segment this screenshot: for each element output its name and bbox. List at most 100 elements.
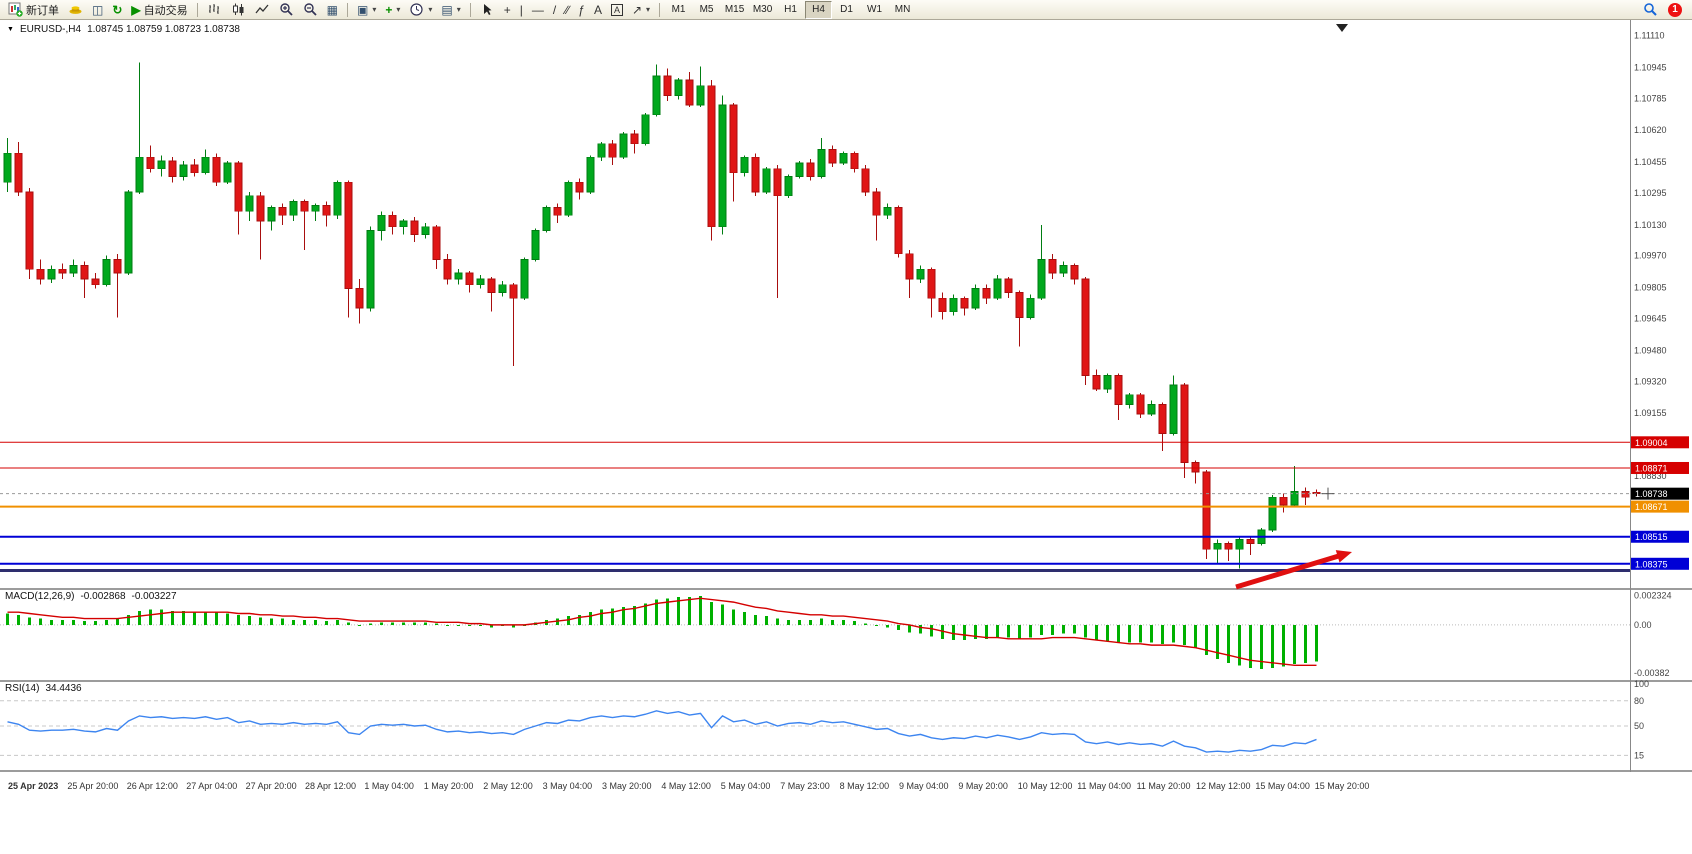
cursor-icon [483, 4, 492, 15]
clock-icon [410, 3, 423, 16]
macd-indicator-label: MACD(12,26,9) -0.002868 -0.003227 [5, 591, 177, 602]
candlestick-mode-button[interactable] [227, 1, 250, 19]
chart-symbol-label: ▼ EURUSD-,H4 1.08745 1.08759 1.08723 1.0… [7, 24, 240, 35]
price-axis-label: 1.10295 [1634, 188, 1667, 198]
tile-windows-button[interactable]: ▦ [323, 1, 342, 19]
time-axis-label: 3 May 04:00 [543, 781, 593, 791]
time-axis-label: 2 May 12:00 [483, 781, 533, 791]
time-axis-label: 15 May 20:00 [1315, 781, 1370, 791]
time-axis-label: 9 May 04:00 [899, 781, 949, 791]
timeframe-m1-button[interactable]: M1 [665, 1, 692, 19]
cursor-tool-button[interactable] [476, 1, 499, 19]
new-order-label: 新订单 [26, 4, 59, 17]
text-label-icon: A [610, 3, 623, 16]
horizontal-line-tool-button[interactable]: — [528, 1, 548, 19]
trend-arrow[interactable] [1235, 550, 1352, 590]
macd-axis-label: 0.002324 [1634, 590, 1672, 600]
periods-button[interactable]: ▾ [405, 1, 436, 19]
vertical-line-tool-button[interactable]: | [516, 1, 527, 19]
price-badge-label: 1.08671 [1635, 502, 1668, 512]
time-axis-label: 12 May 12:00 [1196, 781, 1251, 791]
chevron-down-icon[interactable]: ▾ [456, 5, 461, 14]
macd-axis-label: -0.00382 [1634, 668, 1670, 678]
indicator-plus-icon: + [385, 2, 393, 17]
hat-icon [69, 6, 82, 14]
time-axis-label: 27 Apr 20:00 [246, 781, 297, 791]
toolbar-separator [659, 2, 661, 17]
crosshair-icon: + [503, 2, 511, 17]
line-chart-mode-button[interactable] [251, 1, 274, 19]
timeframe-mn-button[interactable]: MN [889, 1, 916, 19]
arrange-windows-button[interactable]: ▣ ▾ [353, 1, 380, 19]
zoom-in-icon [279, 3, 293, 16]
price-axis-label: 1.09480 [1634, 345, 1667, 355]
price-badge-label: 1.08871 [1635, 463, 1668, 473]
cascade-windows-icon: ▣ [356, 2, 369, 17]
chart-windows-button[interactable]: ◫ [88, 1, 107, 19]
price-axis-label: 1.08830 [1634, 471, 1667, 481]
trendline-icon: / [552, 2, 557, 17]
chevron-down-icon[interactable]: ▾ [428, 5, 433, 14]
zoom-out-button[interactable] [299, 1, 322, 19]
panel-separator[interactable] [0, 770, 1692, 772]
timeframe-d1-button[interactable]: D1 [833, 1, 860, 19]
fibonacci-tool-button[interactable]: ƒ [574, 1, 589, 19]
trendline-tool-button[interactable]: / [549, 1, 560, 19]
chevron-down-icon[interactable]: ▾ [372, 5, 377, 14]
time-axis-label: 4 May 12:00 [661, 781, 711, 791]
arrows-tool-button[interactable]: ↗ ▾ [628, 1, 654, 19]
text-tool-button[interactable]: A [590, 1, 606, 19]
search-button[interactable] [1639, 1, 1662, 19]
expert-advisor-button[interactable] [64, 1, 87, 19]
time-axis-label: 26 Apr 12:00 [127, 781, 178, 791]
rsi-line [7, 710, 1317, 753]
indicators-button[interactable]: + ▾ [381, 1, 404, 19]
price-axis-label: 1.10785 [1634, 93, 1667, 103]
new-order-button[interactable]: 新订单 [4, 1, 63, 19]
autotrading-button[interactable]: ▶ 自动交易 [127, 1, 191, 19]
notification-badge[interactable]: 1 [1668, 2, 1682, 17]
timeframe-w1-button[interactable]: W1 [861, 1, 888, 19]
timeframe-m15-button[interactable]: M15 [721, 1, 748, 19]
templates-button[interactable]: ▤ ▾ [437, 1, 464, 19]
price-axis-label: 1.09805 [1634, 283, 1667, 293]
price-axis-label: 1.09645 [1634, 313, 1667, 323]
channel-tool-button[interactable]: ∕∕ [561, 1, 573, 19]
text-label-tool-button[interactable]: A [607, 1, 627, 19]
price-badge [1631, 530, 1689, 543]
template-icon: ▤ [441, 2, 453, 17]
price-axis[interactable] [1630, 20, 1692, 772]
chevron-down-icon[interactable]: ▾ [646, 5, 651, 14]
time-axis-label: 15 May 04:00 [1255, 781, 1310, 791]
refresh-icon: ↻ [112, 2, 123, 17]
price-badge [1631, 461, 1689, 474]
zoom-out-icon [303, 3, 317, 16]
time-axis-label: 7 May 23:00 [780, 781, 830, 791]
tile-windows-icon: ▦ [326, 2, 338, 17]
time-axis-label: 9 May 20:00 [958, 781, 1008, 791]
chart-shift-marker[interactable] [1336, 24, 1348, 32]
bar-chart-mode-button[interactable] [203, 1, 226, 19]
price-badge [1631, 557, 1689, 570]
panel-separator[interactable] [0, 588, 1692, 590]
line-chart-icon [255, 4, 269, 14]
price-axis-label: 1.10945 [1634, 62, 1667, 72]
refresh-button[interactable]: ↻ [108, 1, 126, 19]
symbol-dropdown-icon[interactable]: ▼ [7, 26, 14, 33]
crosshair-tool-button[interactable]: + [500, 1, 515, 19]
chevron-down-icon[interactable]: ▾ [396, 5, 401, 14]
timeframe-h1-button[interactable]: H1 [777, 1, 804, 19]
timeframe-m30-button[interactable]: M30 [749, 1, 776, 19]
timeframe-m5-button[interactable]: M5 [693, 1, 720, 19]
timeframe-h4-button[interactable]: H4 [805, 0, 833, 19]
time-axis-label: 11 May 04:00 [1077, 781, 1131, 791]
macd-name: MACD(12,26,9) [5, 591, 75, 602]
panel-separator[interactable] [0, 680, 1692, 682]
time-axis-label: 1 May 04:00 [364, 781, 414, 791]
time-axis[interactable] [0, 772, 1630, 796]
rsi-axis-label: 15 [1634, 750, 1644, 760]
price-badge-label: 1.08515 [1635, 532, 1668, 542]
channel-icon: ∕∕ [565, 2, 570, 17]
zoom-in-button[interactable] [275, 1, 298, 19]
